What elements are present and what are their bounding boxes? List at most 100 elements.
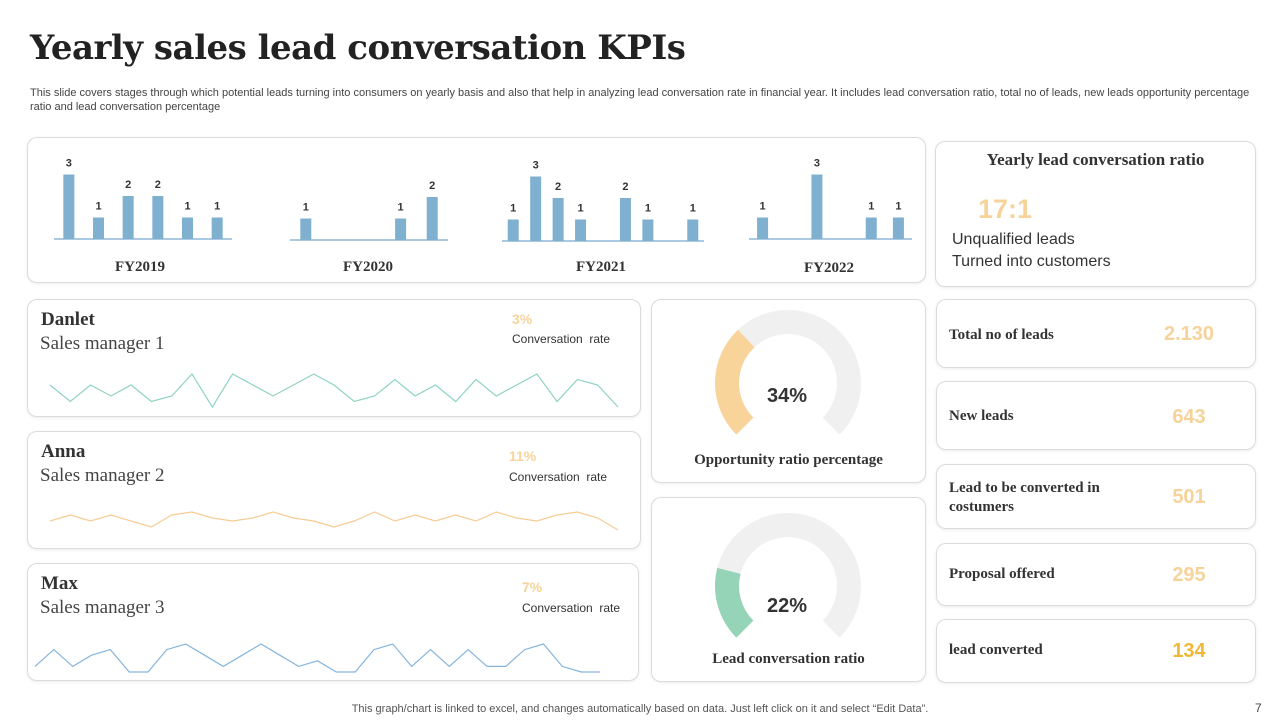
page-title: Yearly sales lead conversation KPIs bbox=[30, 28, 686, 68]
manager-rate: 3% bbox=[512, 311, 533, 327]
bar[interactable] bbox=[619, 198, 631, 241]
trend-series-line[interactable] bbox=[49, 373, 619, 409]
bar-data-label: 1 bbox=[398, 202, 404, 214]
fy-group-label: FY2022 bbox=[804, 260, 854, 276]
manager-role: Sales manager 3 bbox=[40, 597, 165, 618]
bar-data-label: 2 bbox=[622, 181, 628, 193]
stat-card-lead-converted: lead converted 134 bbox=[936, 619, 1256, 683]
bar-data-label: 1 bbox=[95, 201, 101, 213]
bar[interactable] bbox=[642, 219, 654, 242]
bar[interactable] bbox=[152, 196, 164, 239]
ratio-line-2: Turned into customers bbox=[952, 253, 1111, 270]
gauge-value: 34% bbox=[767, 385, 808, 407]
gauge-fill[interactable] bbox=[715, 567, 754, 638]
bar-data-label: 1 bbox=[895, 201, 901, 213]
fy-bar-chart-panel: 3 1 2 2 1 1 FY2019 1 1 2 FY2020 1 3 2 1 2 1 1 FY2021 1 3 1 1 FY… bbox=[27, 137, 926, 283]
bar[interactable] bbox=[530, 176, 542, 242]
bar[interactable] bbox=[552, 198, 564, 241]
bar-data-label: 1 bbox=[577, 203, 583, 215]
stat-value: 501 bbox=[1172, 486, 1206, 508]
bar-data-label: 1 bbox=[510, 203, 516, 215]
bar[interactable] bbox=[811, 174, 823, 240]
fy-group-label: FY2019 bbox=[115, 259, 165, 275]
lead-conversation-gauge-card: 22% Lead conversation ratio bbox=[651, 497, 926, 682]
bar[interactable] bbox=[93, 217, 104, 240]
gauge-value: 22% bbox=[767, 595, 808, 617]
fy-group-label: FY2020 bbox=[343, 259, 393, 275]
manager-role: Sales manager 1 bbox=[40, 333, 165, 354]
stat-value: 295 bbox=[1172, 564, 1206, 586]
bar[interactable] bbox=[122, 196, 134, 239]
gauge-fill[interactable] bbox=[715, 329, 755, 435]
footer-note: This graph/chart is linked to excel, and… bbox=[351, 703, 929, 715]
stat-label: Total no of leads bbox=[949, 327, 1054, 343]
manager-name: Danlet bbox=[41, 309, 95, 330]
bar-data-label: 2 bbox=[125, 179, 131, 191]
bar[interactable] bbox=[757, 217, 769, 240]
bar-data-label: 2 bbox=[429, 180, 435, 192]
page-subtitle: This slide covers stages through which p… bbox=[30, 87, 1250, 113]
bar[interactable] bbox=[63, 174, 75, 240]
bar-data-label: 1 bbox=[690, 203, 696, 215]
stat-label: New leads bbox=[949, 408, 1014, 424]
manager-card-danlet: Danlet Sales manager 1 3% Conversation r… bbox=[27, 299, 641, 417]
stat-value: 134 bbox=[1172, 640, 1206, 662]
ratio-value: 17:1 bbox=[978, 194, 1033, 224]
manager-card-max: Max Sales manager 3 7% Conversation rate bbox=[27, 563, 639, 681]
stat-card-to-be-converted: Lead to be converted in costumers 501 bbox=[936, 464, 1256, 529]
bar[interactable] bbox=[182, 217, 193, 240]
ratio-title: Yearly lead conversation ratio bbox=[986, 150, 1205, 169]
stat-card-total-leads: Total no of leads 2.130 bbox=[936, 299, 1256, 368]
yearly-ratio-card: Yearly lead conversation ratio 17:1 Unqu… bbox=[935, 141, 1256, 287]
manager-trend-line[interactable] bbox=[28, 432, 642, 550]
stat-label: Lead to be converted in costumers bbox=[949, 480, 1100, 515]
manager-trend-line[interactable] bbox=[28, 300, 642, 418]
bar-data-label: 1 bbox=[214, 201, 220, 213]
manager-role: Sales manager 2 bbox=[40, 465, 165, 486]
trend-series-line[interactable] bbox=[49, 511, 619, 531]
manager-trend-line[interactable] bbox=[28, 564, 640, 682]
bar-data-label: 2 bbox=[155, 179, 161, 191]
manager-rate-label: Conversation rate bbox=[522, 601, 621, 615]
bar[interactable] bbox=[300, 218, 312, 241]
stat-label: Proposal offered bbox=[949, 566, 1055, 582]
bar-data-label: 1 bbox=[184, 201, 190, 213]
bar-data-label: 1 bbox=[645, 203, 651, 215]
bar-data-label: 3 bbox=[66, 158, 72, 170]
stat-value: 2.130 bbox=[1163, 323, 1215, 345]
manager-rate: 7% bbox=[522, 579, 543, 595]
manager-card-anna: Anna Sales manager 2 11% Conversation ra… bbox=[27, 431, 641, 549]
stat-label: lead converted bbox=[949, 642, 1043, 658]
bar[interactable] bbox=[687, 219, 699, 242]
bar[interactable] bbox=[426, 197, 438, 240]
fy-bar-chart[interactable]: 3 1 2 2 1 1 FY2019 1 1 2 FY2020 1 3 2 1 2 1 1 FY2021 1 3 1 1 FY… bbox=[28, 138, 927, 284]
ratio-line-1: Unqualified leads bbox=[952, 231, 1075, 248]
fy-group-label: FY2021 bbox=[576, 259, 626, 275]
manager-name: Max bbox=[41, 573, 78, 594]
page-number: 7 bbox=[1255, 701, 1262, 715]
trend-series-line[interactable] bbox=[34, 643, 600, 673]
opportunity-gauge-card: 34% Opportunity ratio percentage bbox=[651, 299, 926, 483]
bar[interactable] bbox=[507, 219, 519, 242]
lead-conversation-gauge[interactable] bbox=[652, 498, 927, 683]
opportunity-gauge[interactable] bbox=[652, 300, 927, 484]
gauge-track bbox=[715, 310, 861, 435]
bar-data-label: 3 bbox=[533, 160, 539, 172]
bar[interactable] bbox=[211, 217, 223, 240]
bar[interactable] bbox=[892, 217, 904, 240]
bar-data-label: 1 bbox=[868, 201, 874, 213]
bar[interactable] bbox=[865, 217, 877, 240]
bar-data-label: 1 bbox=[760, 201, 766, 213]
bar-data-label: 3 bbox=[814, 158, 820, 170]
manager-rate-label: Conversation rate bbox=[509, 470, 608, 484]
stat-card-new-leads: New leads 643 bbox=[936, 381, 1256, 450]
bar-data-label: 1 bbox=[303, 202, 309, 214]
bar[interactable] bbox=[395, 218, 407, 241]
manager-rate: 11% bbox=[509, 448, 537, 464]
gauge-label: Opportunity ratio percentage bbox=[694, 452, 883, 468]
gauge-label: Lead conversation ratio bbox=[712, 651, 865, 667]
stat-value: 643 bbox=[1172, 406, 1206, 428]
stat-card-proposal-offered: Proposal offered 295 bbox=[936, 543, 1256, 606]
manager-name: Anna bbox=[41, 441, 86, 462]
bar[interactable] bbox=[575, 219, 587, 242]
